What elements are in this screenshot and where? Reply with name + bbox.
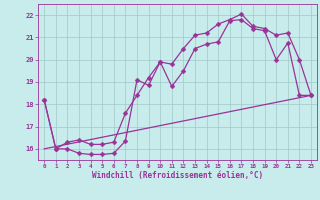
X-axis label: Windchill (Refroidissement éolien,°C): Windchill (Refroidissement éolien,°C) — [92, 171, 263, 180]
